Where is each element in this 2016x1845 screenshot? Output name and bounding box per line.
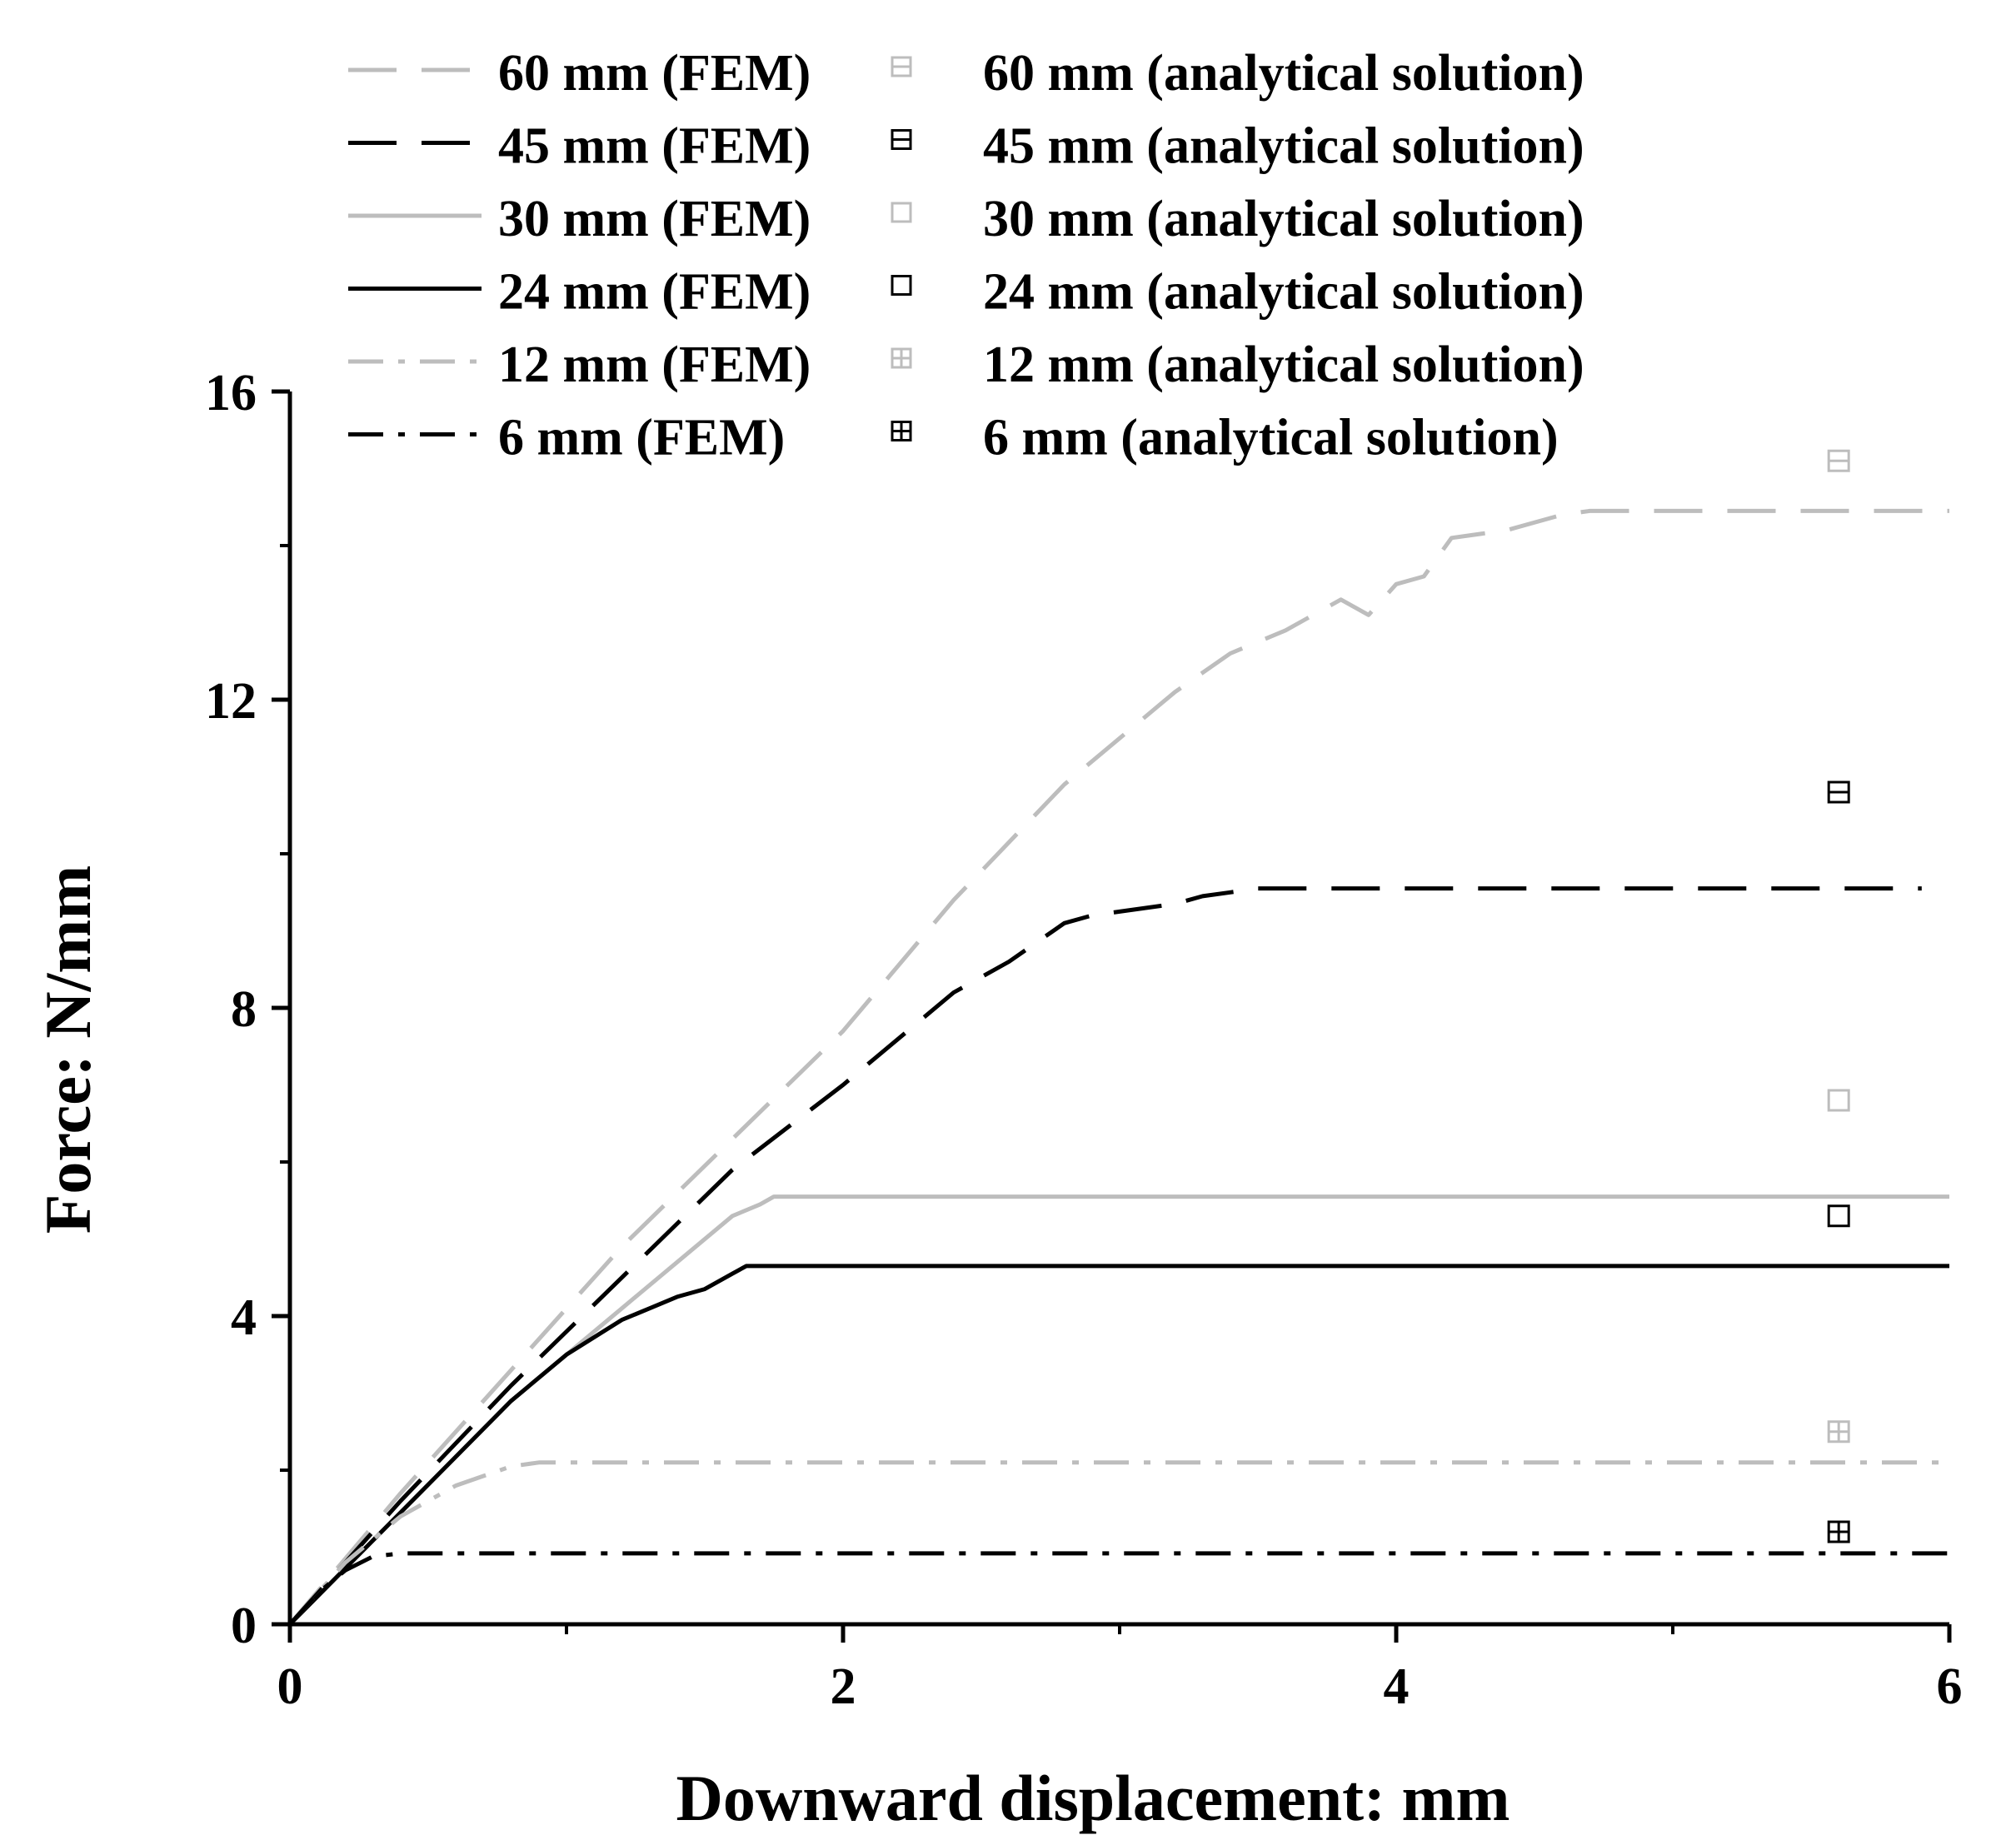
legend-label-fem: 6 mm (FEM) [498,410,785,466]
series-line-45mm-fem [288,886,1922,1626]
x-tick-label: 6 [1937,1658,1963,1715]
marker-6mm-analytical [1827,1520,1850,1543]
legend-label-fem: 60 mm (FEM) [498,45,811,102]
y-tick-label: 16 [205,365,257,421]
legend-swatch-analytical [891,275,912,296]
axes: 0 2 4 6 0 4 8 12 16 [205,365,1963,1715]
series-line-12mm-fem [288,1460,1949,1626]
legend-label-fem: 45 mm (FEM) [498,118,811,175]
series-line-24mm-fem [288,1264,1949,1626]
series-layer [288,508,1949,1626]
legend: 60 mm (FEM) 45 mm (FEM) 30 mm (FEM) 24 mm (… [348,45,1584,466]
series-line-60mm-fem [288,508,1949,1626]
legend-label-fem: 30 mm (FEM) [498,191,811,247]
marker-30mm-analytical [1827,1089,1850,1112]
marker-layer [1827,449,1850,1543]
legend-label-analytical: 24 mm (analytical solution) [983,264,1584,321]
legend-label-analytical: 45 mm (analytical solution) [983,118,1584,175]
legend-label-analytical: 60 mm (analytical solution) [983,45,1584,102]
marker-60mm-analytical [1827,449,1850,472]
x-tick-label: 0 [277,1658,303,1715]
legend-label-analytical: 30 mm (analytical solution) [983,191,1584,247]
legend-swatch-analytical [891,56,912,77]
y-tick-label: 4 [231,1289,257,1346]
series-line-6mm-fem [288,1551,1949,1626]
marker-12mm-analytical [1827,1420,1850,1444]
y-tick-label: 0 [231,1598,257,1654]
legend-label-analytical: 6 mm (analytical solution) [983,410,1559,466]
x-axis-label: Downward displacement: mm [676,1762,1510,1834]
series-line-30mm-fem [288,1194,1949,1626]
legend-swatch-analytical [891,421,912,441]
y-axis-label: Force: N/mm [32,865,104,1234]
marker-45mm-analytical [1827,780,1850,804]
y-tick-label: 8 [231,981,257,1038]
y-tick-label: 12 [205,673,257,730]
legend-label-fem: 24 mm (FEM) [498,264,811,321]
x-tick-label: 4 [1384,1658,1410,1715]
legend-swatch-analytical [891,347,912,369]
legend-swatch-analytical [891,202,912,223]
legend-swatch-analytical [891,129,912,150]
legend-label-analytical: 12 mm (analytical solution) [983,337,1584,393]
marker-24mm-analytical [1827,1204,1850,1228]
legend-label-fem: 12 mm (FEM) [498,337,811,393]
x-tick-label: 2 [831,1658,856,1715]
